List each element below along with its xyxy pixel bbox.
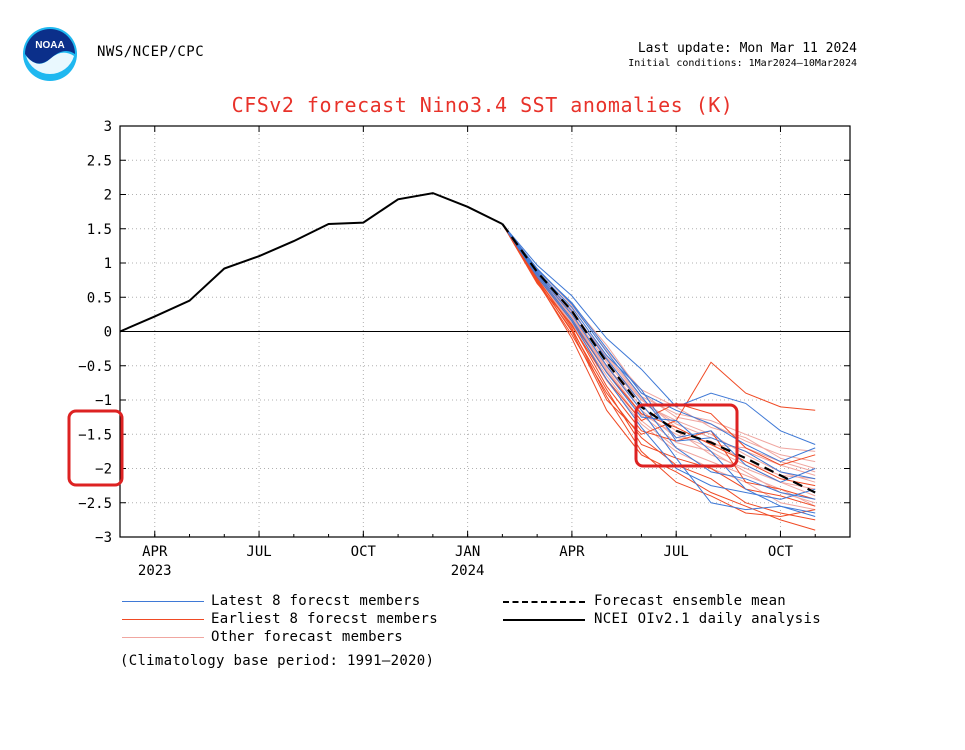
legend-swatch-analysis — [503, 619, 585, 621]
legend-label-earliest: Earliest 8 forecst members — [211, 611, 438, 627]
other-member-line — [502, 223, 816, 469]
earliest-member-line — [501, 223, 816, 500]
x-tick-label: APR — [559, 544, 585, 560]
earliest-member-line — [501, 223, 816, 435]
x-tick-label: JUL — [246, 544, 271, 560]
legend-swatch-latest — [122, 601, 204, 602]
latest-member-line — [502, 223, 816, 445]
x-tick-label: APR — [142, 544, 168, 560]
analysis-line — [119, 192, 503, 333]
earliest-member-line — [501, 223, 816, 507]
climatology-note: (Climatology base period: 1991–2020) — [120, 653, 435, 669]
latest-member-line — [501, 223, 816, 514]
earliest-member-line — [501, 223, 816, 521]
legend-swatch-mean — [503, 601, 585, 603]
other-member-line — [501, 223, 816, 490]
y-tick-label: 1 — [104, 256, 112, 272]
y-tick-label: −2 — [95, 462, 112, 478]
noaa-logo-text: NOAA — [35, 40, 64, 51]
noaa-logo: NOAA — [23, 27, 77, 81]
latest-member-line — [501, 223, 816, 500]
latest-member-line — [501, 223, 816, 480]
x-tick-label: OCT — [351, 544, 377, 560]
y-tick-label: −1.5 — [78, 427, 112, 443]
highlight-box-plume — [634, 403, 739, 468]
y-tick-label: 1.5 — [87, 222, 112, 238]
legend-label-latest: Latest 8 forecst members — [211, 593, 421, 609]
agency-label: NWS/NCEP/CPC — [97, 44, 205, 60]
highlight-box-yaxis — [67, 409, 124, 487]
ensemble-mean-line — [501, 223, 816, 494]
y-tick-label: −0.5 — [78, 359, 112, 375]
y-tick-label: −2.5 — [78, 496, 112, 512]
y-tick-label: 2 — [104, 188, 112, 204]
y-tick-label: −3 — [95, 530, 112, 546]
y-tick-label: −1 — [95, 393, 112, 409]
y-tick-label: 3 — [104, 119, 112, 135]
latest-member-line — [502, 223, 816, 463]
x-tick-label: JAN — [455, 544, 480, 560]
legend-swatch-earliest — [122, 619, 204, 620]
legend-swatch-other — [122, 637, 204, 638]
legend-label-analysis: NCEI OIv2.1 daily analysis — [594, 611, 821, 627]
earliest-member-line — [501, 223, 816, 531]
legend-label-mean: Forecast ensemble mean — [594, 593, 787, 609]
x-tick-label: OCT — [768, 544, 794, 560]
x-tick-year: 2023 — [138, 563, 172, 579]
x-tick-label: JUL — [664, 544, 689, 560]
earliest-member-line — [501, 223, 816, 466]
last-update: Last update: Mon Mar 11 2024 — [637, 41, 857, 56]
y-tick-label: 0.5 — [87, 290, 112, 306]
plot-frame — [119, 125, 851, 538]
other-member-line — [501, 223, 816, 480]
legend-label-other: Other forecast members — [211, 629, 404, 645]
chart-title: CFSv2 forecast Nino3.4 SST anomalies (K) — [231, 93, 734, 117]
y-tick-label: 2.5 — [87, 153, 112, 169]
x-tick-year: 2024 — [451, 563, 485, 579]
y-tick-label: 0 — [104, 325, 112, 341]
other-member-line — [501, 223, 816, 504]
latest-member-line — [501, 223, 816, 500]
initial-conditions: Initial conditions: 1Mar2024–10Mar2024 — [628, 58, 857, 69]
latest-member-line — [501, 223, 816, 517]
